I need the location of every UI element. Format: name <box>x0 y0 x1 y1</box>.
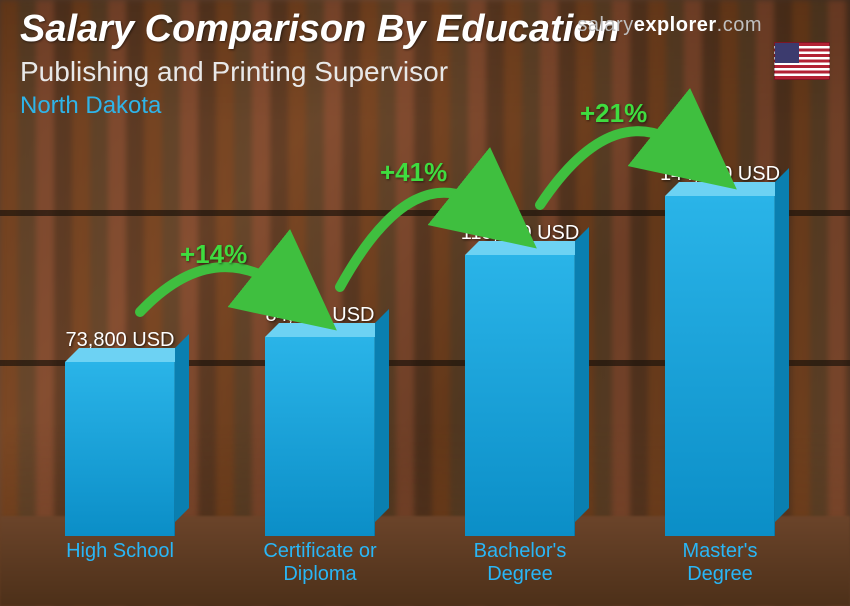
brand-domain: .com <box>717 14 762 36</box>
brand-prefix: salary <box>577 14 633 36</box>
brand-main: explorer <box>634 14 717 36</box>
chart-subtitle: Publishing and Printing Supervisor <box>20 56 448 88</box>
chart-area: 73,800 USD84,200 USD119,000 USD144,000 U… <box>20 120 820 588</box>
chart-title: Salary Comparison By Education <box>20 8 620 51</box>
flag-icon <box>774 42 830 80</box>
increase-arcs-layer: +14%+41%+21% <box>20 120 820 588</box>
increase-label: +21% <box>580 98 647 129</box>
chart-region: North Dakota <box>20 92 161 120</box>
chart-container: Salary Comparison By Education Publishin… <box>0 0 850 606</box>
brand-logo-text: salaryexplorer.com <box>577 14 762 37</box>
increase-arc <box>20 120 820 588</box>
